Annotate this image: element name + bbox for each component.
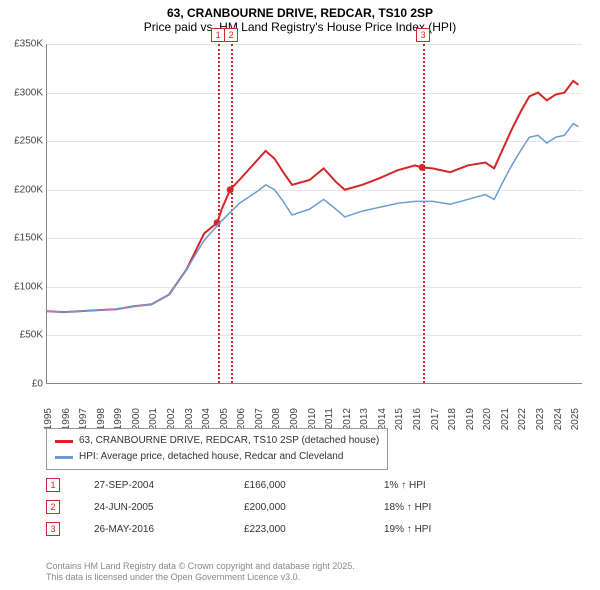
x-tick-label: 2009 [289,408,300,430]
x-tick-label: 1999 [113,408,124,430]
legend-item: 63, CRANBOURNE DRIVE, REDCAR, TS10 2SP (… [55,433,379,449]
event-price: £166,000 [244,480,384,491]
event-price: £223,000 [244,524,384,535]
event-vline-label: 2 [224,28,238,42]
x-tick-label: 2000 [131,408,142,430]
legend-label: HPI: Average price, detached house, Redc… [79,449,343,465]
x-tick-label: 2021 [500,408,511,430]
y-tick-label: £150K [3,233,43,244]
x-tick-label: 2016 [412,408,423,430]
x-tick-label: 2010 [307,408,318,430]
chart: £0£50K£100K£150K£200K£250K£300K£350K1995… [46,44,582,384]
event-date: 26-MAY-2016 [94,524,244,535]
x-tick-label: 1997 [78,408,89,430]
event-vline-label: 1 [211,28,225,42]
x-tick-label: 2001 [148,408,159,430]
x-tick-label: 2023 [535,408,546,430]
x-tick-label: 2017 [430,408,441,430]
y-tick-label: £250K [3,136,43,147]
series-marker [227,186,234,193]
x-tick-label: 2003 [184,408,195,430]
x-tick-label: 2006 [236,408,247,430]
x-tick-label: 2012 [342,408,353,430]
y-tick-label: £100K [3,281,43,292]
x-tick-label: 2025 [570,408,581,430]
x-tick-label: 2018 [447,408,458,430]
event-row: 3 26-MAY-2016£223,00019% ↑ HPI [46,518,474,540]
event-row: 1 27-SEP-2004£166,0001% ↑ HPI [46,474,474,496]
series-hpi [46,124,578,312]
x-tick-label: 2014 [377,408,388,430]
event-date: 24-JUN-2005 [94,502,244,513]
x-tick-label: 2004 [201,408,212,430]
title-line-2: Price paid vs. HM Land Registry's House … [0,20,600,34]
legend-label: 63, CRANBOURNE DRIVE, REDCAR, TS10 2SP (… [79,433,379,449]
x-tick-label: 2011 [324,408,335,430]
event-badge: 1 [46,478,60,492]
x-tick-label: 2015 [394,408,405,430]
x-tick-label: 2022 [517,408,528,430]
x-tick-label: 2024 [553,408,564,430]
y-tick-label: £0 [3,379,43,390]
x-tick-label: 1996 [61,408,72,430]
footer-line-2: This data is licensed under the Open Gov… [46,572,355,584]
y-tick-label: £300K [3,87,43,98]
x-tick-label: 1998 [96,408,107,430]
x-tick-label: 2013 [359,408,370,430]
legend-swatch [55,440,73,443]
event-date: 27-SEP-2004 [94,480,244,491]
x-tick-label: 2007 [254,408,265,430]
title-line-1: 63, CRANBOURNE DRIVE, REDCAR, TS10 2SP [0,6,600,20]
series-marker [419,164,426,171]
chart-title: 63, CRANBOURNE DRIVE, REDCAR, TS10 2SP P… [0,0,600,38]
x-tick-label: 2020 [482,408,493,430]
x-tick-label: 2002 [166,408,177,430]
y-tick-label: £350K [3,39,43,50]
event-badge: 2 [46,500,60,514]
x-tick-label: 2008 [271,408,282,430]
x-tick-label: 2019 [465,408,476,430]
event-price: £200,000 [244,502,384,513]
y-tick-label: £50K [3,330,43,341]
series-price_paid [46,81,578,312]
footer: Contains HM Land Registry data © Crown c… [46,561,355,584]
event-vline-label: 3 [416,28,430,42]
x-tick-label: 2005 [219,408,230,430]
event-pct: 19% ↑ HPI [384,524,474,535]
legend-item: HPI: Average price, detached house, Redc… [55,449,379,465]
footer-line-1: Contains HM Land Registry data © Crown c… [46,561,355,573]
legend: 63, CRANBOURNE DRIVE, REDCAR, TS10 2SP (… [46,428,388,470]
event-pct: 18% ↑ HPI [384,502,474,513]
event-badge: 3 [46,522,60,536]
events-table: 1 27-SEP-2004£166,0001% ↑ HPI 2 24-JUN-2005… [46,474,474,540]
event-row: 2 24-JUN-2005£200,00018% ↑ HPI [46,496,474,518]
y-tick-label: £200K [3,184,43,195]
legend-swatch [55,456,73,459]
event-pct: 1% ↑ HPI [384,480,474,491]
x-tick-label: 1995 [43,408,54,430]
